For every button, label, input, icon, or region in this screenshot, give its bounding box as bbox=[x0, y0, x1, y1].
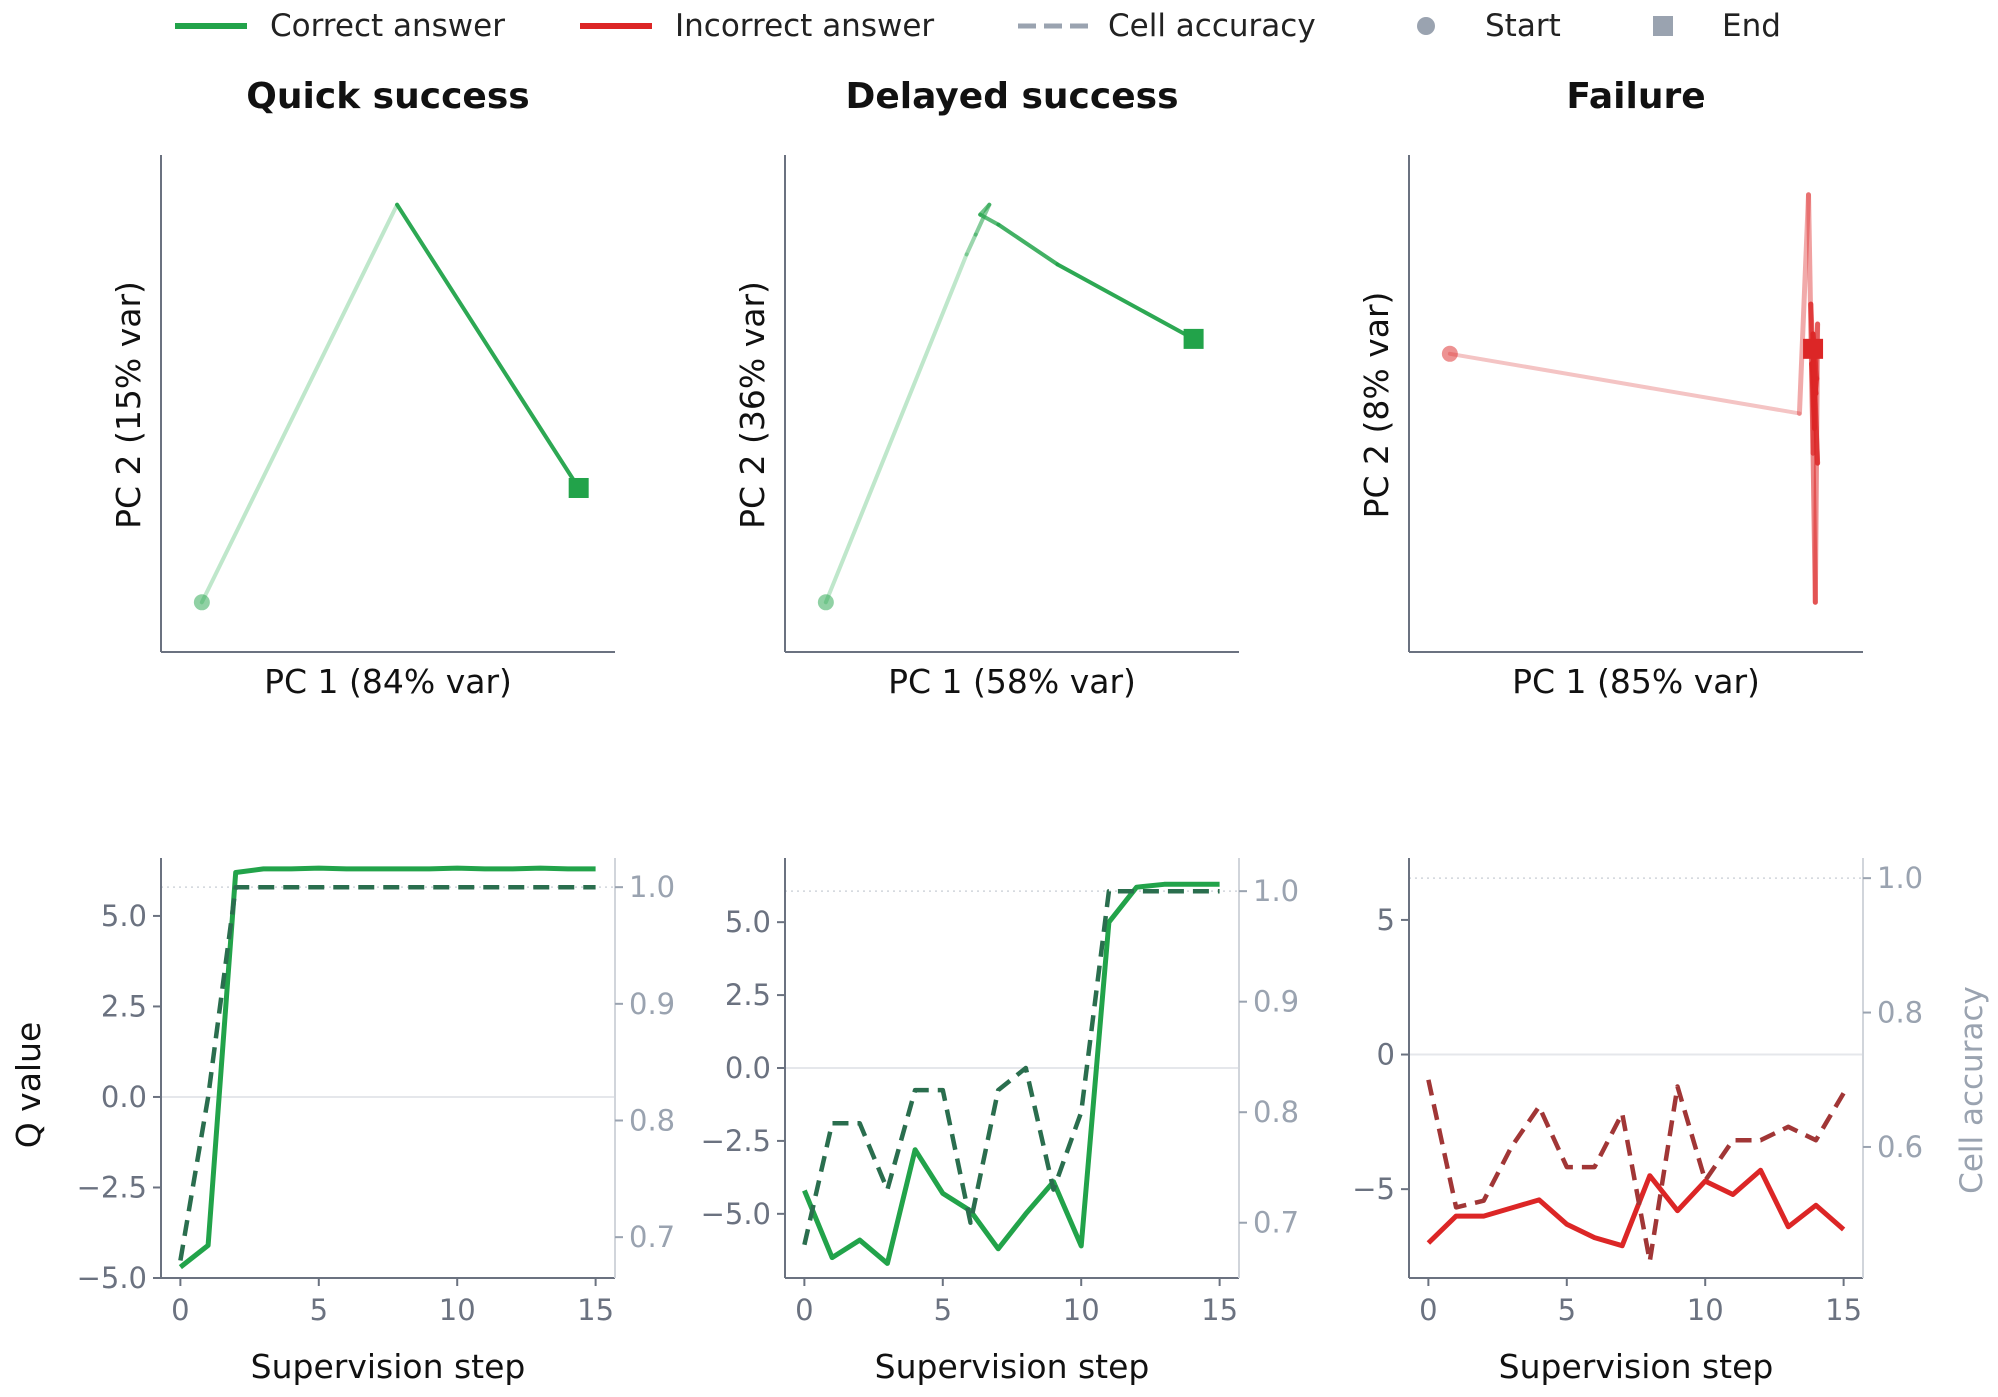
y2-tick-label: 1.0 bbox=[629, 870, 675, 904]
pca-ylabel-delayed-success: PC 2 (36% var) bbox=[733, 281, 772, 529]
x-tick-label: 5 bbox=[934, 1293, 952, 1327]
pca-panel-delayed-success bbox=[784, 155, 1239, 653]
x-tick-label: 15 bbox=[577, 1293, 614, 1327]
step-y2label-cell-accuracy: Cell accuracy bbox=[1954, 986, 1990, 1194]
step-xlabel-quick-success: Supervision step bbox=[251, 1347, 526, 1386]
trajectory-segment bbox=[964, 232, 978, 257]
pca-xlabel-delayed-success: PC 1 (58% var) bbox=[888, 662, 1136, 701]
y-tick-label: 2.5 bbox=[101, 989, 147, 1023]
y-tick-label: 0.0 bbox=[101, 1080, 147, 1114]
y-tick-label: −5 bbox=[1352, 1172, 1395, 1206]
legend-item-cell-accuracy: Cell accuracy bbox=[1018, 8, 1316, 44]
end-marker bbox=[568, 477, 589, 498]
trajectory-segment bbox=[199, 202, 400, 605]
legend-marker-start bbox=[1417, 17, 1435, 35]
y2-tick-label: 0.8 bbox=[1253, 1095, 1299, 1129]
x-tick-label: 0 bbox=[1419, 1293, 1437, 1327]
x-tick-label: 0 bbox=[795, 1293, 813, 1327]
legend-item-incorrect: Incorrect answer bbox=[580, 8, 934, 44]
y2-tick-label: 1.0 bbox=[1877, 861, 1923, 895]
legend: Correct answer Incorrect answer Cell acc… bbox=[175, 8, 1781, 44]
trajectory-segment bbox=[1055, 262, 1196, 341]
step-xlabel-failure: Supervision step bbox=[1499, 1347, 1774, 1386]
trajectory-segment bbox=[395, 202, 581, 490]
end-marker bbox=[1183, 328, 1204, 349]
y-tick-label: 5 bbox=[1377, 903, 1395, 937]
y2-tick-label: 0.7 bbox=[1253, 1206, 1299, 1240]
pca-ylabel-quick-success: PC 2 (15% var) bbox=[109, 281, 148, 529]
y-tick-label: −5.0 bbox=[701, 1197, 771, 1231]
panel-title-failure: Failure bbox=[1566, 76, 1705, 117]
cell-accuracy-line bbox=[178, 884, 596, 1261]
step-ylabel-q-value: Q value bbox=[9, 1022, 48, 1149]
x-tick-label: 15 bbox=[1825, 1293, 1862, 1327]
x-tick-label: 5 bbox=[1558, 1293, 1576, 1327]
legend-label-end: End bbox=[1722, 8, 1781, 44]
start-marker bbox=[193, 594, 210, 611]
pca-ylabel-failure: PC 2 (8% var) bbox=[1357, 292, 1396, 519]
q-value-line bbox=[1426, 1167, 1846, 1249]
y-tick-label: 2.5 bbox=[725, 978, 771, 1012]
trajectory-segment bbox=[996, 222, 1060, 267]
legend-item-correct: Correct answer bbox=[175, 8, 505, 44]
y-tick-label: 0 bbox=[1377, 1038, 1395, 1072]
q-value-line bbox=[802, 881, 1220, 1266]
y2-tick-label: 0.9 bbox=[1253, 985, 1299, 1019]
end-marker bbox=[1803, 338, 1824, 359]
x-tick-label: 10 bbox=[439, 1293, 476, 1327]
panel-title-delayed-success: Delayed success bbox=[845, 76, 1178, 117]
step-panel-quick-success: 0 5 10 15 5.0 2.5 0.0 −2.5 −5.0 1.0 0.9 0.8 0.7 bbox=[77, 858, 675, 1327]
y2-tick-label: 0.7 bbox=[629, 1220, 675, 1254]
y-tick-label: 5.0 bbox=[725, 905, 771, 939]
y-tick-label: −2.5 bbox=[701, 1124, 771, 1158]
y-tick-label: 5.0 bbox=[101, 899, 147, 933]
trajectory-segment bbox=[978, 202, 992, 217]
y2-tick-label: 0.9 bbox=[629, 987, 675, 1021]
pca-xlabel-failure: PC 1 (85% var) bbox=[1512, 662, 1760, 701]
y2-tick-label: 0.8 bbox=[1877, 996, 1923, 1030]
pca-panel-quick-success bbox=[160, 155, 615, 653]
start-marker bbox=[1441, 345, 1458, 362]
x-tick-label: 15 bbox=[1201, 1293, 1238, 1327]
pca-panel-failure bbox=[1408, 155, 1863, 653]
legend-label-correct: Correct answer bbox=[270, 8, 505, 44]
y2-tick-label: 1.0 bbox=[1253, 874, 1299, 908]
y2-tick-label: 0.6 bbox=[1877, 1130, 1923, 1164]
cell-accuracy-line bbox=[1426, 1079, 1846, 1264]
q-value-line bbox=[178, 865, 596, 1270]
legend-label-cell-accuracy: Cell accuracy bbox=[1108, 8, 1316, 44]
trajectory-segment bbox=[1796, 192, 1812, 416]
x-tick-label: 10 bbox=[1687, 1293, 1724, 1327]
pca-xlabel-quick-success: PC 1 (84% var) bbox=[264, 662, 512, 701]
legend-marker-end bbox=[1653, 16, 1673, 36]
trajectory-segment bbox=[978, 212, 1001, 227]
y-tick-label: 0.0 bbox=[725, 1051, 771, 1085]
step-xlabel-delayed-success: Supervision step bbox=[875, 1347, 1150, 1386]
panel-title-quick-success: Quick success bbox=[246, 76, 529, 117]
x-tick-label: 10 bbox=[1063, 1293, 1100, 1327]
x-tick-label: 5 bbox=[310, 1293, 328, 1327]
y-tick-label: −5.0 bbox=[77, 1261, 147, 1295]
legend-item-end: End bbox=[1653, 8, 1781, 44]
cell-accuracy-line bbox=[802, 888, 1220, 1246]
x-tick-label: 0 bbox=[171, 1293, 189, 1327]
step-panel-failure: 0 5 10 15 5 0 −5 1.0 0.8 0.6 bbox=[1352, 858, 1923, 1327]
legend-label-start: Start bbox=[1485, 8, 1561, 44]
trajectory-segment bbox=[1447, 351, 1802, 416]
legend-label-incorrect: Incorrect answer bbox=[675, 8, 934, 44]
step-panel-delayed-success: 0 5 10 15 5.0 2.5 0.0 −2.5 −5.0 1.0 0.9 0.8 0.7 bbox=[701, 858, 1299, 1327]
legend-item-start: Start bbox=[1417, 8, 1561, 44]
trajectory-segment bbox=[823, 252, 969, 605]
y-tick-label: −2.5 bbox=[77, 1170, 147, 1204]
start-marker bbox=[817, 594, 834, 611]
y2-tick-label: 0.8 bbox=[629, 1104, 675, 1138]
